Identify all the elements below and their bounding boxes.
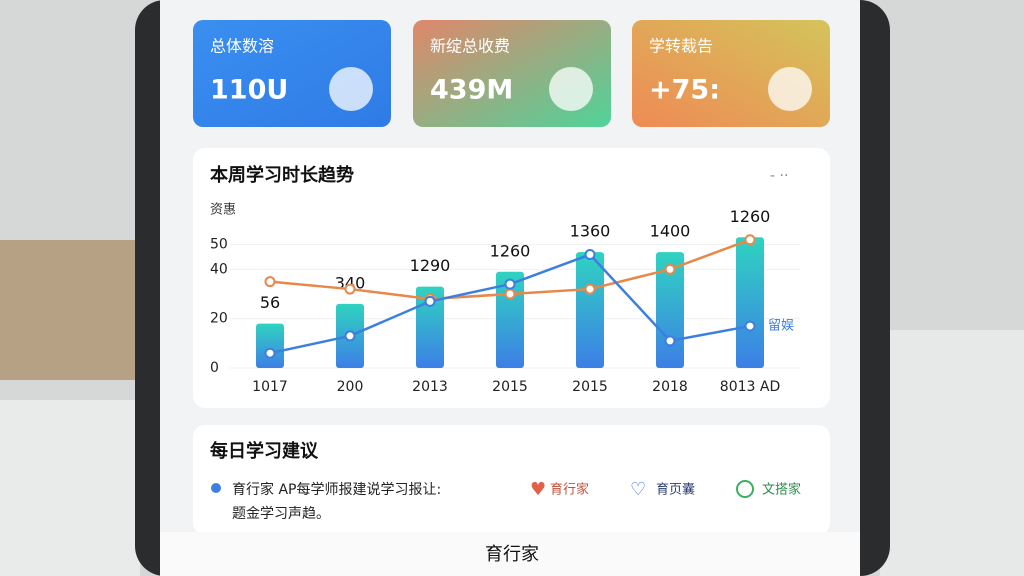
series-point: [264, 347, 276, 359]
bar: [496, 271, 524, 368]
stat-value: +75:: [649, 75, 720, 106]
y-axis-label: 资惠: [210, 203, 236, 218]
advice-line: 题金学习声趋。: [232, 506, 330, 522]
y-tick-label: 0: [210, 360, 219, 376]
y-tick-label: 40: [210, 261, 228, 277]
series-point: [344, 330, 356, 342]
bar: [576, 252, 604, 368]
stat-icon: [549, 67, 593, 111]
tag[interactable]: 育页囊: [656, 482, 695, 498]
series-point: [664, 263, 676, 275]
advice-card: [193, 425, 830, 535]
menu-icon[interactable]: - ··: [770, 168, 788, 184]
bottom-title[interactable]: 育行家: [485, 544, 539, 565]
series-point: [584, 249, 596, 261]
desk-left: [0, 240, 150, 380]
tag[interactable]: 文搭家: [762, 482, 801, 498]
bar-label: 1290: [410, 256, 451, 275]
x-tick-label: 2013: [412, 379, 448, 395]
tag-icon: ♡: [630, 479, 646, 500]
bar-label: 1260: [490, 241, 531, 260]
series-point: [424, 295, 436, 307]
legend-label: 留娱: [768, 319, 794, 334]
keyboard-right: [880, 330, 1024, 576]
keyboard-left: [0, 400, 140, 576]
bar-label: 56: [260, 293, 280, 312]
series-point: [504, 278, 516, 290]
x-tick-label: 200: [337, 379, 364, 395]
bar: [256, 323, 284, 368]
series-point: [744, 320, 756, 332]
advice-line: 育行家 AP每学师报建说学习报让:: [232, 481, 441, 498]
stat-title: 学转裁告: [649, 37, 713, 56]
series-point: [264, 276, 276, 288]
tag-icon: ♥: [530, 479, 546, 500]
bar-label: 1360: [570, 222, 611, 241]
pin-icon: [211, 483, 221, 493]
chart-title: 本周学习时长趋势: [210, 164, 354, 186]
series-point: [344, 283, 356, 295]
bottom-bar: [160, 532, 860, 576]
x-tick-label: 2015: [572, 379, 608, 395]
x-tick-label: 1017: [252, 379, 288, 395]
advice-title: 每日学习建议: [210, 440, 319, 462]
x-tick-label: 2018: [652, 379, 688, 395]
bar: [736, 237, 764, 368]
y-tick-label: 50: [210, 237, 228, 253]
stat-icon: [329, 67, 373, 111]
series-point: [504, 288, 516, 300]
y-tick-label: 20: [210, 311, 228, 327]
bar-label: 1400: [650, 222, 691, 241]
tag[interactable]: 育行家: [550, 482, 589, 498]
tag-icon: [736, 480, 754, 498]
series-point: [744, 234, 756, 246]
x-tick-label: 2015: [492, 379, 528, 395]
stat-title: 新绽总收费: [430, 37, 510, 56]
bar: [416, 286, 444, 368]
stat-value: 110U: [210, 75, 288, 106]
stat-title: 总体数溶: [210, 37, 274, 56]
stat-value: 439M: [430, 75, 513, 106]
series-point: [664, 335, 676, 347]
series-point: [584, 283, 596, 295]
x-tick-label: 8013 AD: [720, 379, 780, 395]
bar-label: 1260: [730, 207, 771, 226]
stat-icon: [768, 67, 812, 111]
